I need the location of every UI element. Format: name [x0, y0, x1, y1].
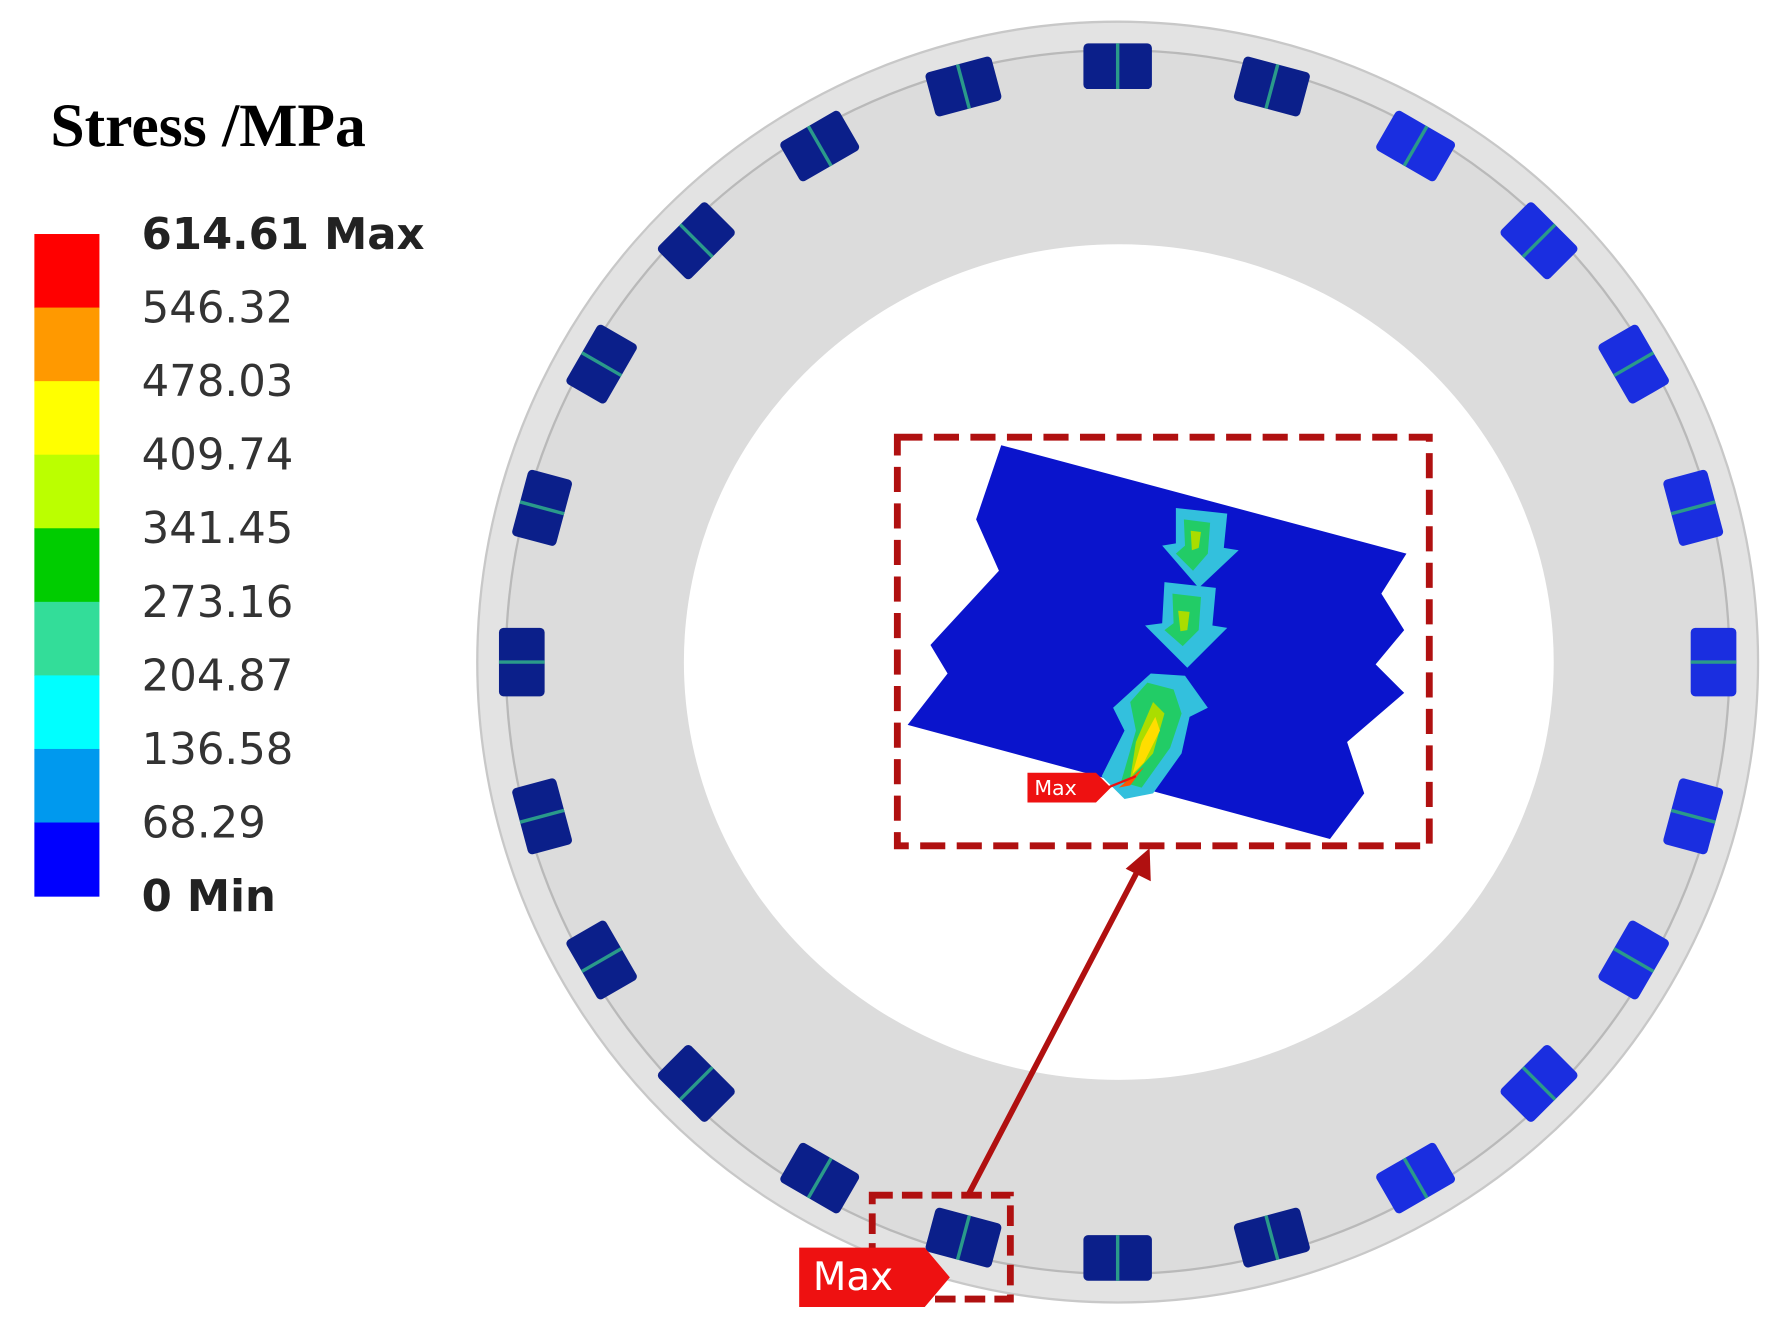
rim-block-seam [678, 223, 714, 259]
rim-block [925, 56, 1002, 117]
colorbar-band [34, 675, 100, 750]
rim-block [1500, 202, 1578, 280]
callout-arrow [965, 868, 1141, 1197]
rim-block-seam [1670, 808, 1716, 824]
rim-block-seam [1521, 1066, 1557, 1101]
rim-block-seam [806, 125, 833, 167]
rim-block-seam [580, 947, 623, 973]
rim-block [498, 627, 545, 697]
colorbar-band [34, 381, 100, 456]
rim-block [1598, 324, 1669, 404]
rim-block [1083, 1235, 1152, 1281]
rim-block-seam [1670, 500, 1716, 516]
rim-block-seam [678, 1066, 714, 1101]
colorbar-band [34, 307, 100, 382]
rim-block-seam [955, 64, 972, 110]
rim-block-seam [580, 351, 623, 378]
colorbar-band [34, 234, 100, 309]
rim-block [780, 1142, 860, 1214]
rim-block [1598, 920, 1669, 1000]
max-tag [799, 1247, 950, 1308]
rim-block [1690, 627, 1737, 697]
rim-block-seam [1402, 125, 1429, 167]
legend-title: Stress /MPa [50, 92, 366, 160]
legend-label: 68.29 [142, 798, 266, 848]
legend-label: 614.61 Max [142, 210, 425, 260]
legend-label: 0 Min [142, 872, 276, 922]
rim-blocks [498, 43, 1737, 1281]
inset-frame [893, 433, 1433, 850]
rim-block-seam [519, 500, 565, 516]
rim-block [566, 920, 637, 1000]
rim-block-seam [1521, 223, 1557, 259]
rim-block-seam [519, 808, 565, 824]
inset: Max [893, 433, 1433, 850]
legend-label: 136.58 [142, 725, 294, 775]
colorbar-band [34, 822, 100, 897]
colorbar-band [34, 748, 100, 824]
legend-label: 204.87 [142, 651, 294, 701]
colorbar-band [34, 528, 100, 603]
colorbar-band [34, 601, 100, 676]
rim-block [566, 324, 637, 404]
rim-block [657, 1044, 735, 1122]
rim-block [1500, 1044, 1578, 1122]
rim-block-seam [1264, 1215, 1280, 1261]
inset-max-label: Max [1034, 776, 1076, 800]
legend-label: 478.03 [142, 357, 294, 407]
rim-block [925, 1207, 1002, 1268]
rim-block [1233, 56, 1310, 117]
legend-label: 341.45 [142, 504, 294, 554]
rim-block-seam [1613, 947, 1655, 973]
legend-labels: 614.61 Max 546.32 478.03 409.74 341.45 273.16… [142, 210, 425, 922]
callout-arrowhead [1125, 848, 1151, 882]
rim-block [1233, 1207, 1310, 1268]
zoom-box [868, 1191, 1014, 1303]
colorbar [34, 234, 100, 897]
legend-label: 273.16 [142, 578, 294, 628]
rim-block [1376, 1142, 1455, 1214]
max-label: Max [813, 1255, 893, 1300]
rim-block [1083, 43, 1152, 90]
rim-block [1663, 469, 1724, 546]
inset-contours [1101, 507, 1239, 800]
rim-block [512, 469, 572, 546]
colorbar-band [34, 454, 100, 529]
rim-block-seam [1264, 64, 1280, 110]
rim-block [657, 202, 735, 280]
rim-block [780, 110, 860, 182]
rim-block-seam [1402, 1157, 1429, 1199]
legend-label: 409.74 [142, 431, 294, 481]
rim-block [1376, 110, 1455, 182]
rim-block-seam [1613, 351, 1655, 378]
legend-label: 546.32 [142, 283, 294, 333]
inset-max-tag [1027, 772, 1111, 803]
inset-part [907, 445, 1407, 840]
rim-block-seam [806, 1157, 833, 1199]
rim-block [1663, 778, 1724, 855]
rim-block-seam [955, 1215, 972, 1261]
rim-block [512, 778, 572, 855]
inset-max-pointer [1106, 775, 1137, 789]
